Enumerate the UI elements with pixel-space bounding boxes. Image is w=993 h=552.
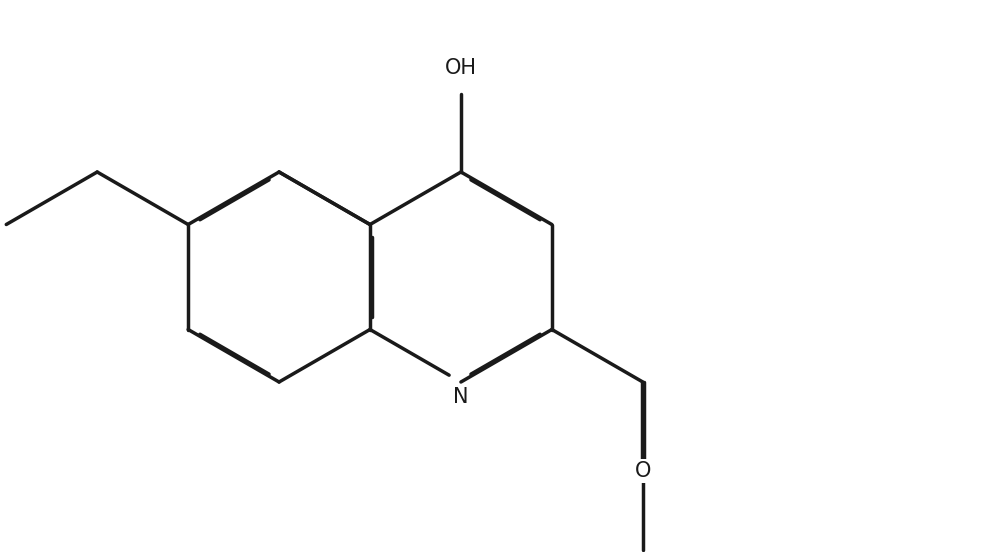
Text: O: O	[635, 461, 651, 481]
Text: N: N	[453, 387, 469, 407]
Text: OH: OH	[445, 58, 477, 78]
Text: O: O	[635, 461, 651, 481]
